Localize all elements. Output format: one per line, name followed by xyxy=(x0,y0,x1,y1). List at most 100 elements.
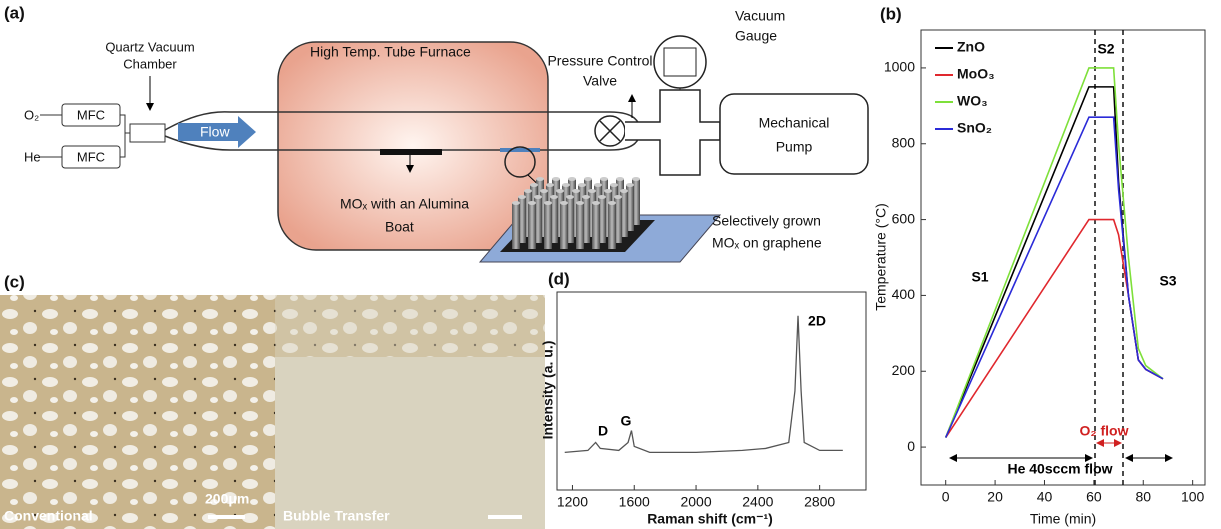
nanowire xyxy=(512,203,520,249)
nanowire-top xyxy=(560,201,568,205)
mfc-label: MFC xyxy=(77,107,105,122)
annotation: 2D xyxy=(808,313,826,329)
nanowire-top xyxy=(534,195,542,199)
legend-label: WO₃ xyxy=(957,93,988,109)
valve-label: Valve xyxy=(583,73,617,89)
x-tick-label: 40 xyxy=(1037,489,1053,505)
x-axis-label: Raman shift (cm⁻¹) xyxy=(647,511,773,527)
scale-label: 200μm xyxy=(205,491,249,507)
x-tick-label: 2000 xyxy=(680,494,711,510)
nanowire-top xyxy=(568,177,576,181)
nanowire-top xyxy=(582,195,590,199)
nanowire-top xyxy=(604,189,612,193)
chamber-label: Chamber xyxy=(123,56,177,71)
flow-label: Flow xyxy=(200,124,230,140)
nanowire-top xyxy=(528,201,536,205)
annotation: He 40sccm flow xyxy=(1007,461,1112,477)
annotation: O₂ flow xyxy=(1080,423,1129,439)
connector xyxy=(130,124,165,142)
mechanical-pump xyxy=(720,94,868,174)
x-tick-label: 2400 xyxy=(742,494,773,510)
x-tick-label: 1600 xyxy=(619,494,650,510)
nanowire-top xyxy=(578,183,586,187)
y-tick-label: 1000 xyxy=(884,59,915,75)
nanowire-top xyxy=(594,183,602,187)
nanowire xyxy=(544,203,552,249)
data-line xyxy=(946,220,1163,438)
mfc-label: MFC xyxy=(77,149,105,164)
gauge-face xyxy=(664,48,696,76)
pump-label: Mechanical xyxy=(759,115,830,131)
image-label: Conventional xyxy=(4,508,93,524)
nanowire-top xyxy=(588,189,596,193)
figure: (a) O₂ He MFC MFC Flow Quartz Vacuum Cha… xyxy=(0,0,1221,529)
nanowire-top xyxy=(550,195,558,199)
gauge-label: Vacuum xyxy=(735,8,785,24)
nanowire-top xyxy=(620,189,628,193)
chamber-label: Quartz Vacuum xyxy=(105,39,194,54)
sample-label: Selectively grown xyxy=(712,213,821,229)
sample-label: MOₓ on graphene xyxy=(712,235,822,251)
annotation: S2 xyxy=(1097,41,1114,57)
boat-label: Boat xyxy=(385,219,414,235)
nanowire-top xyxy=(512,201,520,205)
x-tick-label: 100 xyxy=(1181,489,1205,505)
panel-label: (b) xyxy=(880,4,902,23)
data-line xyxy=(946,87,1163,438)
nanowire-top xyxy=(518,195,526,199)
nanowire-top xyxy=(608,201,616,205)
nanowire-top xyxy=(530,183,538,187)
legend-label: SnO₂ xyxy=(957,120,992,136)
nanowire xyxy=(608,203,616,249)
nanowire-top xyxy=(536,177,544,181)
panel-label: (a) xyxy=(4,3,25,22)
panel-label: (d) xyxy=(548,269,570,288)
nanowire-top xyxy=(562,183,570,187)
nanowire-top xyxy=(566,195,574,199)
y-axis-label: Temperature (°C) xyxy=(873,203,889,311)
x-tick-label: 2800 xyxy=(804,494,835,510)
legend-label: ZnO xyxy=(957,39,985,55)
boat-label: MOₓ with an Alumina xyxy=(340,196,469,212)
gas-label: O₂ xyxy=(24,107,39,122)
y-tick-label: 400 xyxy=(892,286,916,302)
gauge-label: Gauge xyxy=(735,28,777,44)
micrograph-edge xyxy=(275,295,545,357)
y-tick-label: 0 xyxy=(907,438,915,454)
panel-c: (c) Conventional 200μm Bubble Transfer xyxy=(0,272,545,529)
nanowire-top xyxy=(584,177,592,181)
nanowire-top xyxy=(598,195,606,199)
line-chart: (d)12001600200024002800Raman shift (cm⁻¹… xyxy=(540,269,866,526)
cross-pipe xyxy=(625,90,720,175)
nanowire xyxy=(528,203,536,249)
y-tick-label: 600 xyxy=(892,210,916,226)
nanowire-top xyxy=(614,195,622,199)
x-tick-label: 60 xyxy=(1086,489,1102,505)
annotation: G xyxy=(621,413,632,429)
valve-label: Pressure Control xyxy=(547,53,652,69)
nanowire-top xyxy=(546,183,554,187)
nanowire-top xyxy=(552,177,560,181)
panel-label: (c) xyxy=(4,272,25,291)
nanowire xyxy=(576,203,584,249)
furnace-label: High Temp. Tube Furnace xyxy=(310,44,471,60)
alumina-boat xyxy=(380,149,442,155)
annotation: S1 xyxy=(971,269,988,285)
annotation: D xyxy=(598,423,608,439)
nanowire-array xyxy=(512,177,640,249)
image-label: Bubble Transfer xyxy=(283,508,390,524)
nanowire-top xyxy=(524,189,532,193)
x-tick-label: 80 xyxy=(1135,489,1151,505)
y-tick-label: 800 xyxy=(892,134,916,150)
pump-label: Pump xyxy=(776,139,813,155)
x-axis-label: Time (min) xyxy=(1030,511,1096,527)
nanowire-top xyxy=(540,189,548,193)
y-tick-label: 200 xyxy=(892,362,916,378)
nanowire xyxy=(592,203,600,249)
nanowire xyxy=(560,203,568,249)
nanowire-top xyxy=(610,183,618,187)
annotation: S3 xyxy=(1159,273,1176,289)
panel-a: (a) O₂ He MFC MFC Flow Quartz Vacuum Cha… xyxy=(4,3,868,262)
